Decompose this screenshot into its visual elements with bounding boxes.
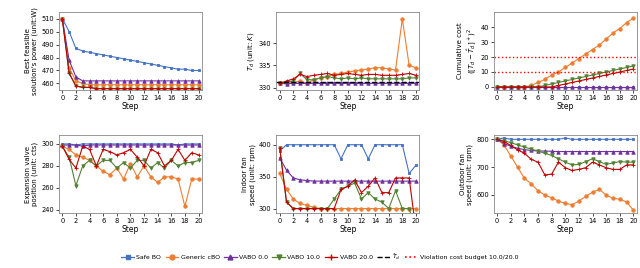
X-axis label: Step: Step: [339, 102, 356, 111]
Y-axis label: Cumulative cost
$([T_d - \hat{T}_d]^+)^2$: Cumulative cost $([T_d - \hat{T}_d]^+)^2…: [457, 23, 477, 79]
Y-axis label: Indoor fan
speed (unit: rpm): Indoor fan speed (unit: rpm): [243, 144, 256, 204]
X-axis label: Step: Step: [122, 225, 139, 234]
Y-axis label: $T_d$ (unit: $K$): $T_d$ (unit: $K$): [246, 31, 256, 71]
Y-axis label: Best feasible
solution's power (unit:W): Best feasible solution's power (unit:W): [25, 7, 38, 95]
X-axis label: Step: Step: [122, 102, 139, 111]
Legend: Safe BO, Generic cBO, VABO 0.0, VABO 10.0, VABO 20.0, $\hat{T}_d$, Violation cos: Safe BO, Generic cBO, VABO 0.0, VABO 10.…: [119, 249, 521, 265]
Y-axis label: Expansion valve
position (unit: cts): Expansion valve position (unit: cts): [25, 142, 38, 206]
X-axis label: Step: Step: [339, 225, 356, 234]
X-axis label: Step: Step: [557, 102, 574, 111]
Y-axis label: Outdoor fan
speed (unit: rpm): Outdoor fan speed (unit: rpm): [460, 144, 474, 204]
X-axis label: Step: Step: [557, 225, 574, 234]
